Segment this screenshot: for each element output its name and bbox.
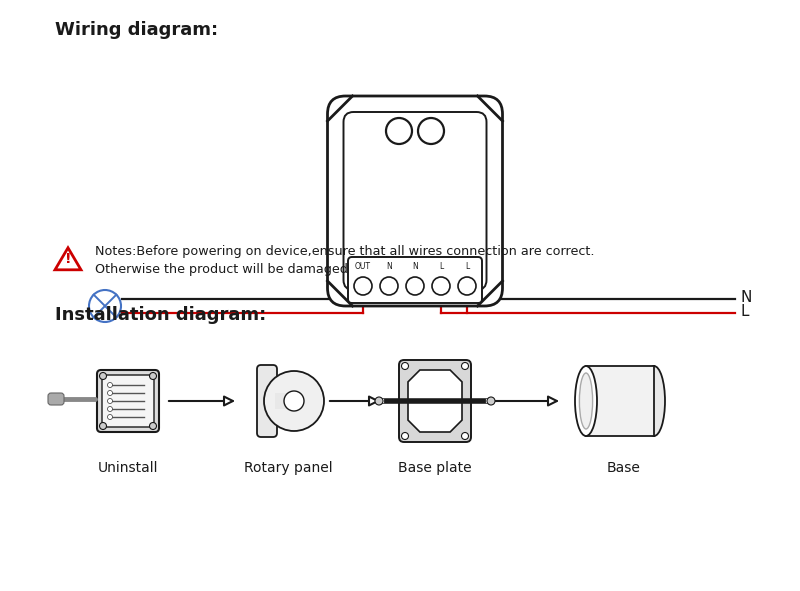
Circle shape — [402, 362, 409, 369]
FancyBboxPatch shape — [48, 393, 64, 405]
Text: Otherwise the product will be damaged: Otherwise the product will be damaged — [95, 264, 348, 277]
Text: N: N — [412, 262, 418, 271]
Circle shape — [99, 372, 106, 379]
Circle shape — [386, 118, 412, 144]
FancyBboxPatch shape — [327, 96, 502, 306]
Circle shape — [432, 277, 450, 295]
Circle shape — [264, 371, 324, 431]
FancyBboxPatch shape — [275, 393, 287, 409]
Circle shape — [418, 118, 444, 144]
Circle shape — [107, 398, 113, 404]
Circle shape — [107, 407, 113, 411]
Text: L: L — [439, 262, 443, 271]
FancyBboxPatch shape — [343, 112, 486, 290]
FancyBboxPatch shape — [348, 257, 482, 303]
Text: Rotary panel: Rotary panel — [244, 461, 332, 475]
FancyBboxPatch shape — [97, 370, 159, 432]
Text: !: ! — [65, 252, 71, 266]
Circle shape — [107, 382, 113, 388]
Text: L: L — [741, 304, 750, 320]
Ellipse shape — [579, 373, 593, 429]
Circle shape — [380, 277, 398, 295]
Circle shape — [402, 433, 409, 440]
Circle shape — [462, 362, 469, 369]
Text: N: N — [386, 262, 392, 271]
Polygon shape — [55, 248, 81, 270]
Circle shape — [89, 290, 121, 322]
FancyBboxPatch shape — [102, 375, 154, 427]
Circle shape — [107, 391, 113, 395]
Text: Uninstall: Uninstall — [98, 461, 158, 475]
Circle shape — [150, 423, 157, 430]
Text: Base: Base — [607, 461, 641, 475]
FancyBboxPatch shape — [399, 360, 471, 442]
Circle shape — [458, 277, 476, 295]
Circle shape — [462, 433, 469, 440]
Text: N: N — [741, 291, 752, 306]
Ellipse shape — [643, 366, 665, 436]
FancyBboxPatch shape — [257, 365, 277, 437]
Circle shape — [487, 397, 495, 405]
Text: L: L — [465, 262, 469, 271]
Circle shape — [406, 277, 424, 295]
Text: OUT: OUT — [355, 262, 371, 271]
Circle shape — [284, 391, 304, 411]
Text: Notes:Before powering on device,ensure that all wires connection are correct.: Notes:Before powering on device,ensure t… — [95, 245, 594, 258]
Circle shape — [375, 397, 383, 405]
Ellipse shape — [575, 366, 597, 436]
Text: Base plate: Base plate — [398, 461, 472, 475]
Circle shape — [107, 414, 113, 420]
Text: Wiring diagram:: Wiring diagram: — [55, 21, 218, 39]
Text: Installation diagram:: Installation diagram: — [55, 306, 266, 324]
Circle shape — [150, 372, 157, 379]
Polygon shape — [586, 366, 654, 436]
Polygon shape — [408, 370, 462, 432]
Circle shape — [354, 277, 372, 295]
Circle shape — [99, 423, 106, 430]
